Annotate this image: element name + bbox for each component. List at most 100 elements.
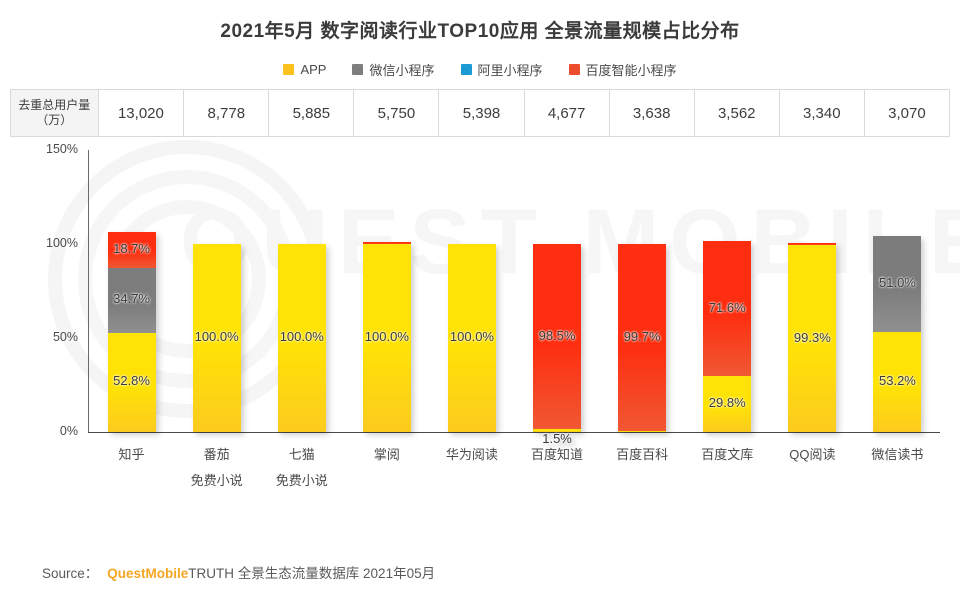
category-label-line: 免费小说 (275, 473, 328, 488)
bar-value-label: 100.0% (279, 329, 324, 344)
table-row-label: 去重总用户量 （万） (10, 89, 99, 137)
category-label-line: 知乎 (118, 447, 145, 462)
table-cell-value: 3,070 (863, 89, 951, 137)
x-axis-category-label: 番茄 免费小说 (174, 442, 259, 494)
category-label-line: 华为阅读 (445, 447, 498, 462)
bar-value-label: 51.0% (879, 275, 916, 291)
legend-item-wechat-miniprogram[interactable]: 微信小程序 (352, 60, 435, 79)
legend-label: 百度智能小程序 (585, 63, 677, 78)
table-cell-value: 8,778 (183, 89, 270, 137)
chart-legend: APP 微信小程序 阿里小程序 百度智能小程序 (0, 60, 960, 79)
legend-item-alibaba-miniprogram[interactable]: 阿里小程序 (460, 60, 543, 79)
bar-value-label: 29.8% (708, 394, 746, 410)
stacked-bar[interactable]: 1.5% 98.5% (533, 244, 582, 446)
table-cell-value: 3,340 (778, 89, 865, 137)
bar-segment[interactable] (362, 241, 411, 244)
bar-slot[interactable]: 100.0% (344, 140, 429, 432)
bar-value-label: 18.7% (113, 240, 150, 256)
legend-label: 微信小程序 (369, 63, 435, 78)
bar-segment[interactable] (788, 242, 837, 246)
x-axis-category-label: 微信读书 (855, 442, 940, 468)
table-cell-value: 5,885 (268, 89, 355, 137)
bar-segment[interactable]: 53.2% (873, 331, 922, 432)
category-label-line: 百度文库 (701, 447, 754, 462)
bar-segment[interactable]: 98.5% (533, 244, 582, 430)
bar-segment[interactable] (618, 431, 667, 432)
stacked-bar[interactable]: 99.7% (618, 244, 667, 432)
y-axis-tick-label: 50% (52, 330, 78, 344)
category-label-line: 七猫 (288, 447, 315, 462)
legend-item-baidu-smart-miniprogram[interactable]: 百度智能小程序 (568, 60, 677, 79)
square-swatch-icon (568, 64, 580, 75)
stacked-bar[interactable]: 100.0% (192, 244, 241, 432)
y-axis-tick-label: 150% (46, 142, 78, 156)
y-axis-tick-label: 0% (59, 424, 78, 438)
stacked-bar[interactable]: 52.8% 34.7% 18.7% (107, 232, 156, 432)
x-axis-category-label: 百度知道 (515, 442, 600, 468)
square-swatch-icon (352, 64, 364, 75)
bar-slot[interactable]: 99.7% (600, 140, 685, 432)
bar-segment[interactable]: 51.0% (873, 236, 922, 332)
bar-slot[interactable]: 100.0% (174, 140, 259, 432)
category-label-line: 微信读书 (871, 447, 924, 462)
x-axis-category-label: 华为阅读 (429, 442, 514, 468)
bar-segment[interactable]: 52.8% (107, 332, 156, 432)
square-swatch-icon (460, 64, 472, 75)
category-label-line: 免费小说 (190, 473, 243, 488)
bar-segment[interactable]: 100.0% (277, 244, 326, 432)
total-users-table: 去重总用户量 （万） 13,020 8,778 5,885 5,750 5,39… (10, 89, 951, 137)
bar-slot[interactable]: 99.3% (770, 140, 855, 432)
source-prefix: Source： (42, 566, 99, 581)
bar-segment[interactable]: 99.7% (618, 244, 667, 432)
category-label-line: 番茄 (203, 447, 230, 462)
x-axis-line (88, 432, 940, 433)
bar-segment[interactable]: 18.7% (107, 232, 156, 268)
bar-value-label: 99.3% (793, 329, 831, 345)
stacked-bar[interactable]: 99.3% (788, 242, 837, 432)
table-cell-value: 3,638 (608, 89, 695, 137)
bar-slot[interactable]: 100.0% (259, 140, 344, 432)
x-axis-category-label: 百度文库 (685, 442, 770, 468)
bar-segment[interactable]: 1.5% (533, 429, 582, 446)
table-row-label-unit: （万） (36, 113, 73, 127)
bar-slot[interactable]: 29.8% 71.6% (685, 140, 770, 432)
bar-slot[interactable]: 100.0% (429, 140, 514, 432)
bar-value-label: 71.6% (708, 299, 746, 315)
chart-title: 2021年5月 数字阅读行业TOP10应用 全景流量规模占比分布 (220, 21, 740, 42)
legend-item-app[interactable]: APP (283, 62, 326, 77)
bar-slot[interactable]: 52.8% 34.7% 18.7% (89, 140, 174, 432)
source-rest: TRUTH 全景生态流量数据库 2021年05月 (188, 566, 436, 581)
bar-slot[interactable]: 53.2% 51.0% (855, 140, 940, 432)
square-swatch-icon (283, 64, 295, 75)
stacked-bar[interactable]: 100.0% (277, 244, 326, 432)
bar-segment[interactable]: 100.0% (192, 244, 241, 432)
bar-value-label: 1.5% (542, 431, 572, 447)
bar-segment[interactable]: 71.6% (703, 241, 752, 376)
bar-segment[interactable]: 34.7% (107, 267, 156, 333)
bar-segment[interactable]: 99.3% (788, 245, 837, 432)
table-cell-value: 5,750 (353, 89, 440, 137)
legend-label: 阿里小程序 (477, 63, 543, 78)
table-cell-value: 4,677 (523, 89, 610, 137)
stacked-bar[interactable]: 29.8% 71.6% (703, 241, 752, 432)
bar-segment[interactable]: 100.0% (362, 244, 411, 432)
category-label-line: 百度百科 (616, 447, 669, 462)
stacked-bar[interactable]: 100.0% (362, 241, 411, 432)
table-cell-value: 13,020 (97, 89, 185, 137)
legend-label: APP (300, 62, 327, 77)
x-axis-category-label: 知乎 (89, 442, 174, 468)
chart-plot-area: 0% 50% 100% 150% 52.8% 34.7% 18.7% 100.0% 100.0… (0, 140, 960, 488)
bar-segment[interactable]: 29.8% (703, 375, 752, 432)
bar-value-label: 53.2% (879, 372, 916, 388)
stacked-bar[interactable]: 53.2% 51.0% (873, 236, 922, 432)
bar-value-label: 100.0% (194, 329, 239, 344)
bar-value-label: 98.5% (538, 327, 576, 343)
y-axis-tick-label: 100% (46, 236, 78, 250)
bar-series-container: 52.8% 34.7% 18.7% 100.0% 100.0% 100.0% 100.0% 1… (89, 140, 940, 446)
bar-value-label: 99.7% (623, 328, 661, 344)
bar-segment[interactable]: 100.0% (447, 244, 496, 432)
bar-slot[interactable]: 1.5% 98.5% (515, 140, 600, 446)
stacked-bar[interactable]: 100.0% (447, 244, 496, 432)
x-axis-category-label: 掌阅 (344, 442, 429, 468)
table-cell-value: 5,398 (438, 89, 525, 137)
